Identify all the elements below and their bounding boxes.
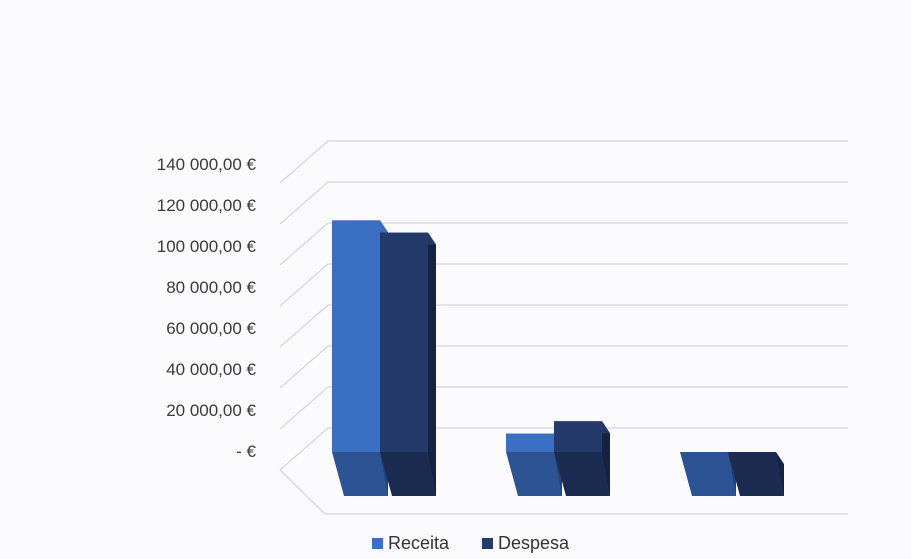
y-tick-label: 60 000,00 € [166, 319, 256, 338]
legend-swatch-despesa [482, 538, 493, 549]
gridline [279, 304, 848, 348]
legend-label-receita: Receita [388, 533, 450, 553]
gridline [279, 427, 848, 471]
y-tick-label: 80 000,00 € [166, 278, 256, 297]
bar-despesa-top [380, 232, 436, 245]
y-tick-label: 40 000,00 € [166, 360, 256, 379]
y-axis: - € 20 000,00 € 40 000,00 € 60 000,00 € 80 0… [157, 155, 257, 461]
bar-receita-top [506, 433, 562, 446]
bar-despesa-side [428, 232, 436, 496]
y-tick-label: - € [236, 442, 256, 461]
floor-edge [279, 469, 848, 515]
gridline [279, 263, 848, 307]
y-tick-label: 20 000,00 € [166, 401, 256, 420]
gridline [279, 222, 848, 266]
legend-swatch-receita [372, 538, 383, 549]
y-tick-label: 100 000,00 € [157, 237, 257, 256]
legend-label-despesa: Despesa [498, 533, 570, 553]
y-tick-label: 140 000,00 € [157, 155, 257, 174]
bar-receita-top [332, 220, 388, 233]
bar-receita-front [332, 220, 380, 452]
gridline [279, 386, 848, 430]
gridlines [279, 140, 848, 515]
gridline [279, 140, 848, 184]
legend: Receita Despesa [372, 533, 570, 553]
bar-receita-base [332, 452, 388, 496]
bar-despesa-top [554, 421, 610, 434]
y-tick-label: 120 000,00 € [157, 196, 257, 215]
bars [332, 220, 784, 496]
bar-despesa-front [380, 232, 428, 452]
bar-despesa-base [554, 452, 610, 496]
bar-receita-base [506, 452, 562, 496]
gridline [279, 345, 848, 389]
bar-despesa-base [728, 452, 784, 496]
bar-receita-base [680, 452, 736, 496]
gridline [279, 181, 848, 225]
bar-despesa-base [380, 452, 436, 496]
